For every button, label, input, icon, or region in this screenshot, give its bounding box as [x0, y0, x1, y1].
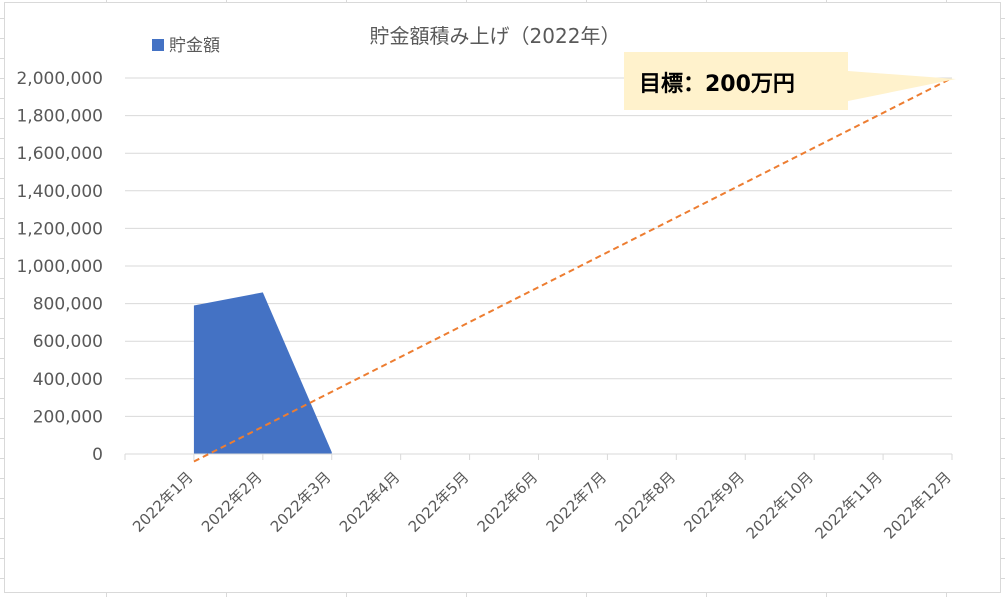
x-tick-label: 2022年3月 [267, 468, 335, 536]
x-tick-label: 2022年2月 [198, 468, 266, 536]
x-tick-label: 2022年9月 [680, 468, 748, 536]
x-tick-label: 2022年5月 [405, 468, 473, 536]
x-tick-label: 2022年10月 [743, 468, 817, 542]
y-tick-label: 1,200,000 [16, 219, 103, 239]
y-tick-label: 1,000,000 [16, 257, 103, 277]
x-tick-label: 2022年6月 [474, 468, 542, 536]
y-tick-label: 1,400,000 [16, 182, 103, 202]
chart-title: 貯金額積み上げ（2022年） [370, 24, 621, 48]
callout-text: 目標：200万円 [639, 72, 795, 97]
legend-swatch [152, 39, 164, 51]
legend[interactable]: 貯金額 [152, 36, 220, 56]
x-axis: 2022年1月 2022年2月 2022年3月 2022年4月 2022年5月 2022年… [124, 454, 955, 543]
chart-area[interactable]: 0 200,000 400,000 600,000 800,000 1,000,000 1,… [4, 2, 1001, 593]
y-tick-label: 400,000 [33, 370, 103, 390]
y-tick-label: 200,000 [33, 407, 103, 427]
y-tick-label: 1,600,000 [16, 144, 103, 164]
x-tick-label: 2022年8月 [611, 468, 679, 536]
x-tick-label: 2022年4月 [336, 468, 404, 536]
area-series [125, 292, 952, 455]
x-tick-label: 2022年11月 [811, 468, 885, 542]
target-callout[interactable]: 目標：200万円 [624, 52, 956, 110]
y-axis: 0 200,000 400,000 600,000 800,000 1,000,000 1,… [16, 69, 103, 465]
callout-box [624, 52, 848, 110]
y-tick-label: 0 [92, 445, 103, 465]
y-tick-label: 2,000,000 [16, 69, 103, 89]
y-tick-label: 1,800,000 [16, 107, 103, 127]
x-tick-label: 2022年7月 [543, 468, 611, 536]
y-tick-label: 800,000 [33, 295, 103, 315]
x-tick-label: 2022年12月 [880, 468, 954, 542]
chart-svg: 0 200,000 400,000 600,000 800,000 1,000,000 1,… [16, 24, 956, 543]
y-tick-label: 600,000 [33, 332, 103, 352]
area-fill [193, 292, 332, 454]
legend-label: 貯金額 [169, 36, 220, 56]
target-line-group [193, 77, 953, 463]
x-tick-label: 2022年1月 [129, 468, 197, 536]
callout-pointer [848, 71, 956, 101]
target-line [193, 77, 953, 463]
